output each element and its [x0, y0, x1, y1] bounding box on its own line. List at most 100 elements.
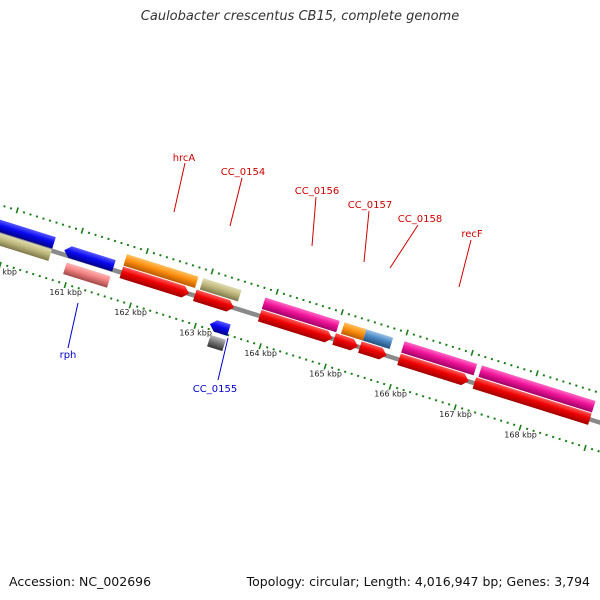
outer-major-tick: [275, 288, 279, 295]
inner-minor-tick: [285, 352, 288, 355]
outer-minor-tick: [191, 264, 195, 267]
inner-minor-tick: [382, 382, 386, 386]
inner-minor-tick: [499, 419, 503, 422]
outer-minor-tick: [68, 225, 71, 228]
outer-minor-tick: [282, 292, 286, 296]
outer-minor-tick: [581, 386, 585, 389]
inner-minor-tick: [532, 429, 535, 433]
inner-minor-tick: [31, 272, 35, 276]
inner-minor-tick: [83, 289, 87, 292]
cds-CC_0155-block[interactable]: [207, 334, 226, 352]
leader-rph: [67, 302, 79, 349]
cds-right-arrow[interactable]: [472, 377, 592, 425]
outer-minor-tick: [419, 335, 422, 338]
scale-label: 167 kbp: [439, 410, 472, 419]
inner-minor-tick: [545, 433, 548, 437]
cds-recF-arrow[interactable]: [397, 353, 470, 387]
inner-minor-tick: [330, 366, 334, 369]
inner-minor-tick: [473, 411, 477, 414]
inner-minor-tick: [181, 319, 184, 323]
gene-label-CC_0156: CC_0156: [295, 186, 339, 197]
outer-minor-tick: [243, 280, 247, 283]
outer-minor-tick: [178, 260, 182, 263]
inner-minor-tick: [369, 378, 373, 382]
inner-minor-tick: [12, 266, 15, 270]
outer-minor-tick: [152, 251, 156, 255]
inner-minor-tick: [135, 305, 139, 308]
genome-summary: Topology: circular; Length: 4,016,947 bp…: [246, 574, 590, 589]
outer-minor-tick: [48, 219, 52, 222]
inner-minor-tick: [155, 311, 158, 314]
gene-CC_0158-feature[interactable]: [362, 329, 394, 350]
inner-major-tick: [453, 404, 457, 411]
outer-minor-tick: [523, 368, 526, 371]
gene-CC_0155-feature[interactable]: [208, 318, 231, 336]
gene-rph-feature[interactable]: [62, 245, 116, 272]
cds-CC_0158-arrow[interactable]: [358, 341, 388, 361]
leader-CC_0156: [311, 196, 317, 247]
cds-CC_0156-arrow[interactable]: [257, 309, 334, 344]
outer-minor-tick: [575, 384, 578, 387]
inner-minor-tick: [551, 435, 555, 439]
inner-minor-tick: [311, 360, 314, 363]
outer-minor-tick: [425, 337, 429, 340]
inner-minor-tick: [350, 372, 353, 376]
inner-minor-tick: [590, 447, 594, 451]
inner-minor-tick: [168, 315, 171, 319]
outer-major-tick: [535, 370, 539, 377]
outer-minor-tick: [172, 258, 175, 261]
leader-CC_0157: [363, 210, 370, 263]
inner-minor-tick: [291, 354, 295, 357]
outer-minor-tick: [250, 282, 253, 285]
gene-CC_0154-feature[interactable]: [199, 278, 242, 302]
outer-minor-tick: [588, 388, 591, 391]
gene-recF-feature[interactable]: [401, 341, 478, 376]
outer-minor-tick: [432, 339, 435, 343]
inner-minor-tick: [77, 287, 80, 290]
inner-minor-tick: [103, 295, 106, 298]
inner-minor-tick: [337, 368, 340, 372]
outer-minor-tick: [113, 239, 117, 243]
gene-hrcA-feature[interactable]: [123, 254, 199, 289]
outer-minor-tick: [100, 235, 104, 239]
gene-feature-khaki-left[interactable]: [0, 226, 52, 261]
gene-feature-magenta-right[interactable]: [478, 365, 596, 413]
scale-label: 168 kbp: [504, 430, 537, 439]
inner-minor-tick: [395, 386, 399, 390]
gene-CC_0157-feature[interactable]: [340, 322, 367, 341]
outer-minor-tick: [484, 355, 487, 359]
inner-minor-tick: [480, 413, 483, 416]
inner-minor-tick: [571, 441, 574, 445]
gene-CC_0156-feature[interactable]: [261, 297, 340, 333]
cds-hrcA-arrow[interactable]: [119, 266, 191, 300]
inner-minor-tick: [363, 376, 366, 380]
outer-minor-tick: [555, 378, 559, 381]
outer-minor-tick: [126, 243, 130, 247]
leader-hrcA: [173, 162, 186, 213]
outer-major-tick: [15, 207, 19, 214]
outer-minor-tick: [334, 308, 338, 312]
outer-minor-tick: [139, 247, 143, 251]
inner-minor-tick: [343, 370, 347, 374]
outer-minor-tick: [87, 231, 91, 235]
inner-minor-tick: [421, 394, 425, 398]
outer-minor-tick: [594, 390, 598, 393]
outer-minor-tick: [328, 306, 331, 310]
outer-minor-tick: [360, 317, 364, 320]
outer-minor-tick: [373, 321, 377, 324]
inner-minor-tick: [558, 437, 561, 441]
cds-rph-arrow[interactable]: [63, 262, 111, 288]
outer-major-tick: [210, 268, 214, 275]
outer-minor-tick: [185, 262, 188, 265]
outer-minor-tick: [477, 353, 481, 357]
cds-CC_0154-arrow[interactable]: [192, 289, 236, 314]
gene-feature-blue-left[interactable]: [0, 214, 56, 249]
outer-major-tick: [405, 329, 409, 336]
inner-minor-tick: [200, 325, 204, 329]
inner-minor-tick: [278, 350, 282, 353]
cds-CC_0157-arrow[interactable]: [332, 333, 359, 352]
inner-minor-tick: [577, 443, 581, 447]
inner-minor-tick: [493, 417, 496, 420]
inner-minor-tick: [51, 278, 54, 282]
scale-label: 163 kbp: [179, 329, 212, 338]
